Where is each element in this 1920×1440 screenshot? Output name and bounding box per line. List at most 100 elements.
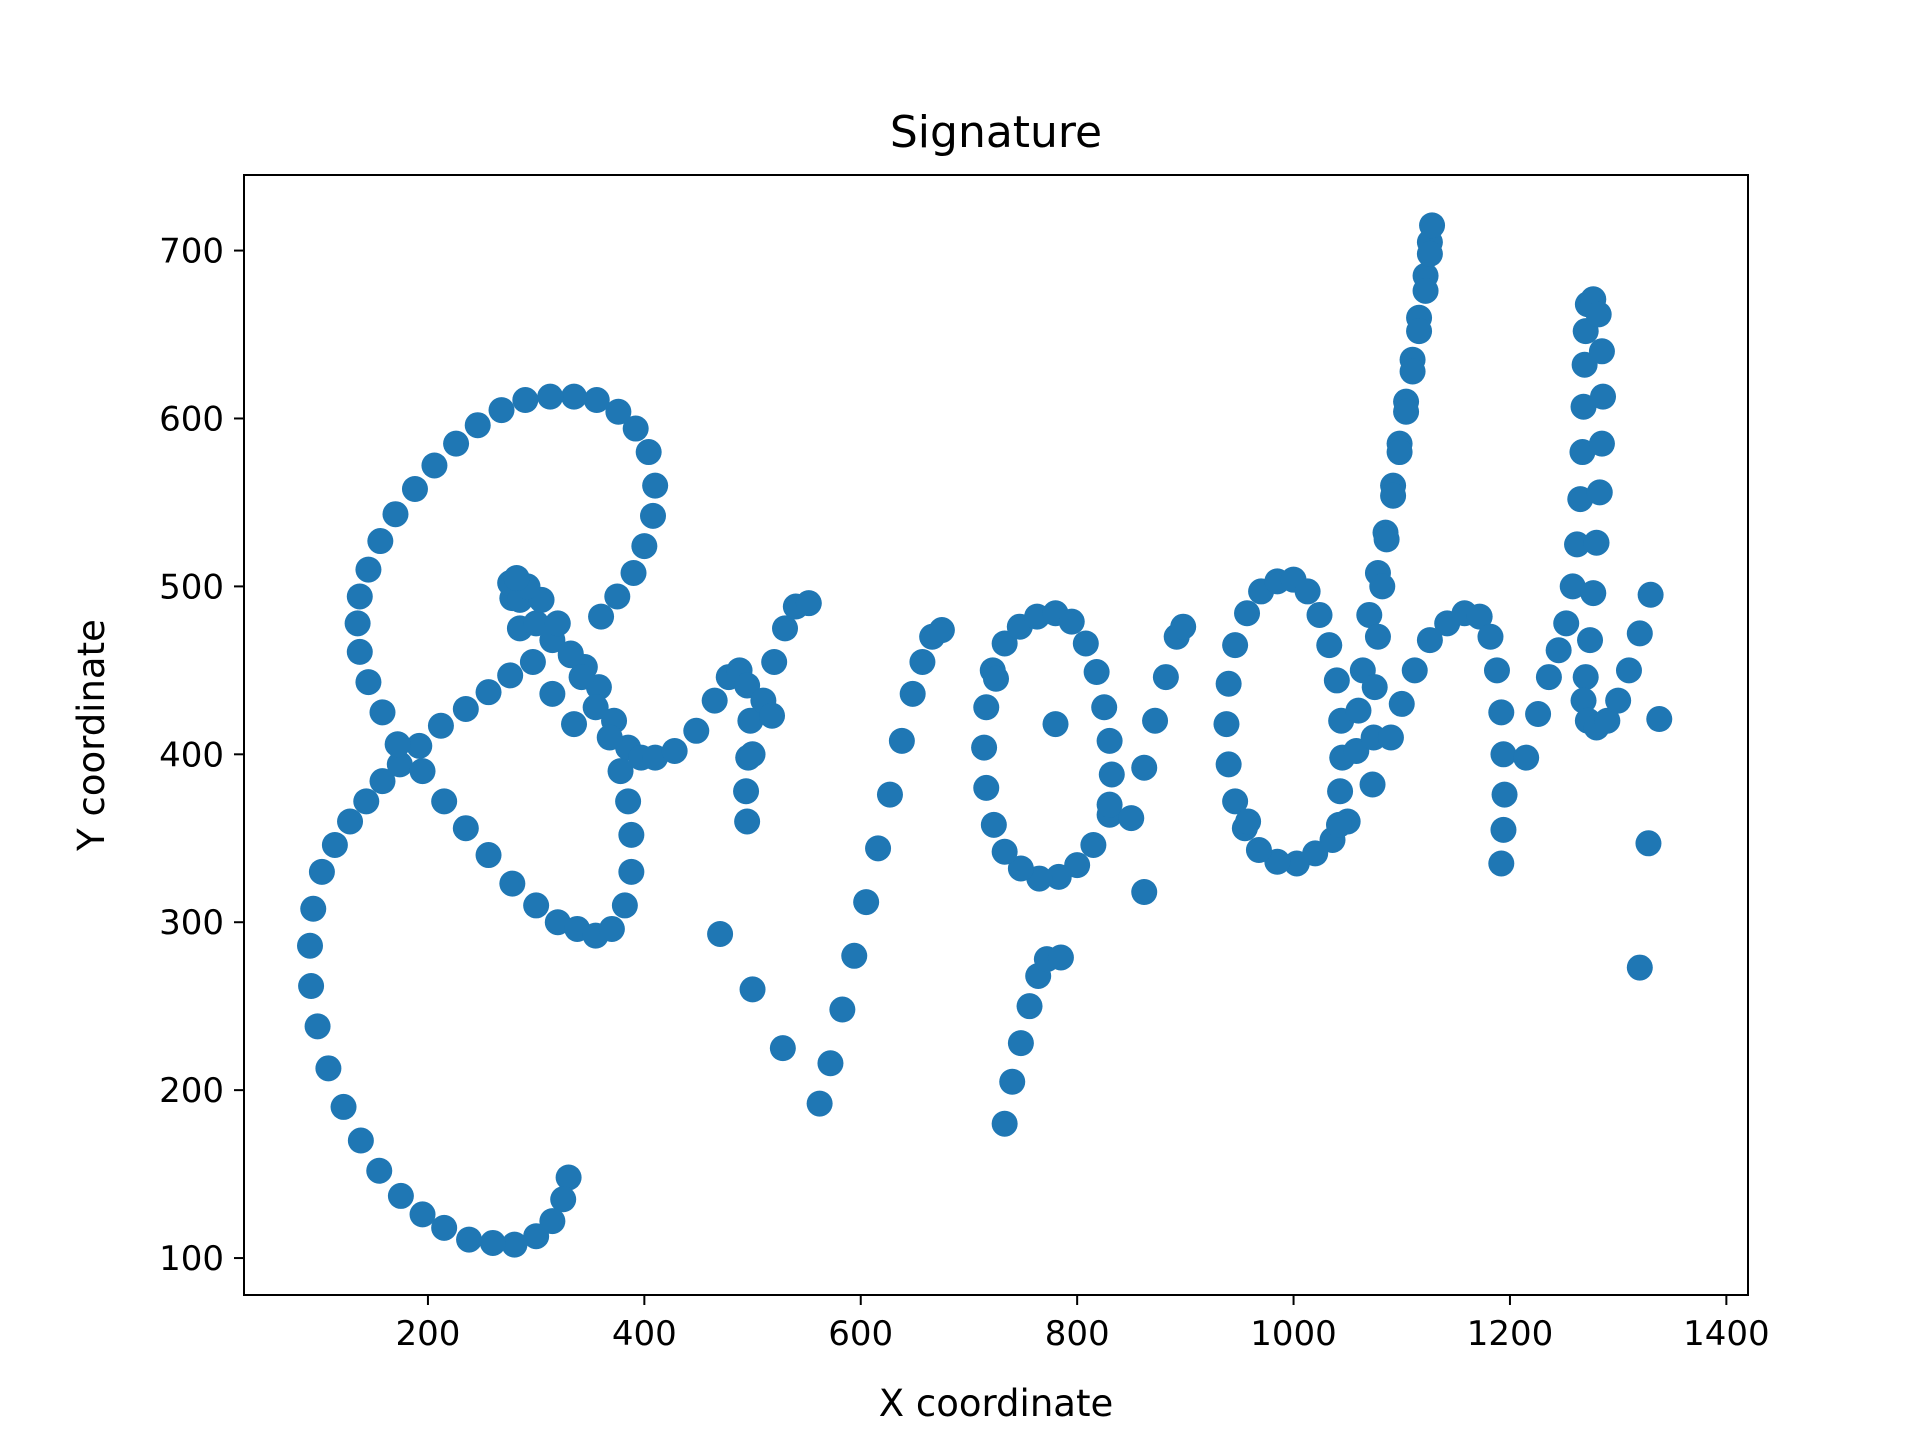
data-point	[1570, 393, 1597, 420]
data-point	[519, 648, 546, 675]
data-point	[1373, 526, 1400, 553]
data-point	[1491, 781, 1518, 808]
data-point	[1096, 727, 1123, 754]
data-point	[1401, 657, 1428, 684]
x-tick-label: 400	[612, 1314, 677, 1354]
data-point	[611, 892, 638, 919]
data-point	[346, 638, 373, 665]
data-point	[583, 387, 610, 414]
data-point	[497, 662, 524, 689]
data-point	[622, 415, 649, 442]
data-point	[1588, 338, 1615, 365]
data-point	[347, 1127, 374, 1154]
data-point	[635, 439, 662, 466]
data-point	[1098, 761, 1125, 788]
data-point	[615, 788, 642, 815]
data-point	[1327, 778, 1354, 805]
data-point	[1359, 771, 1386, 798]
data-point	[1222, 632, 1249, 659]
data-point	[337, 808, 364, 835]
data-point	[1545, 637, 1572, 664]
data-point	[1580, 580, 1607, 607]
y-tick-label: 200	[159, 1071, 224, 1111]
data-point	[1356, 601, 1383, 628]
data-point	[1245, 837, 1272, 864]
data-point	[1635, 830, 1662, 857]
data-point	[555, 1164, 582, 1191]
data-point	[557, 640, 584, 667]
data-point	[642, 472, 669, 499]
data-point	[512, 387, 539, 414]
data-point	[1234, 600, 1261, 627]
data-point	[406, 732, 433, 759]
data-point	[1570, 687, 1597, 714]
data-point	[683, 717, 710, 744]
data-point	[1294, 578, 1321, 605]
x-tick-label: 1000	[1250, 1314, 1337, 1354]
data-point	[991, 630, 1018, 657]
data-point	[475, 679, 502, 706]
data-point	[661, 737, 688, 764]
data-point	[1525, 701, 1552, 728]
data-point	[1585, 301, 1612, 328]
data-point	[475, 842, 502, 869]
data-point	[1386, 439, 1413, 466]
data-point	[355, 669, 382, 696]
data-point	[1477, 623, 1504, 650]
data-point	[1377, 724, 1404, 751]
data-point	[604, 583, 631, 610]
data-point	[618, 821, 645, 848]
x-tick-label: 1400	[1683, 1314, 1770, 1354]
data-point	[1388, 690, 1415, 717]
data-point	[1605, 687, 1632, 714]
y-tick-label: 700	[159, 232, 224, 272]
data-point	[523, 892, 550, 919]
data-point	[1483, 657, 1510, 684]
data-point	[1131, 879, 1158, 906]
x-tick-label: 800	[1045, 1314, 1110, 1354]
data-point	[909, 648, 936, 675]
data-point	[427, 712, 454, 739]
data-point	[344, 610, 371, 637]
data-point	[561, 711, 588, 738]
data-point	[707, 920, 734, 947]
data-point	[523, 1223, 550, 1250]
data-point	[620, 559, 647, 586]
data-point	[739, 976, 766, 1003]
data-point	[596, 724, 623, 751]
data-point	[1646, 706, 1673, 733]
data-point	[1577, 627, 1604, 654]
data-point	[1152, 664, 1179, 691]
data-point	[991, 1110, 1018, 1137]
x-tick-label: 200	[395, 1314, 460, 1354]
data-point	[1586, 479, 1613, 506]
data-point	[1626, 620, 1653, 647]
data-point	[1590, 383, 1617, 410]
chart-title: Signature	[890, 107, 1102, 158]
data-point	[1419, 212, 1446, 239]
data-point	[315, 1055, 342, 1082]
data-point	[1072, 630, 1099, 657]
data-point	[737, 707, 764, 734]
data-point	[386, 751, 413, 778]
data-point	[544, 610, 571, 637]
data-point	[973, 774, 1000, 801]
data-point	[1283, 850, 1310, 877]
data-point	[298, 973, 325, 1000]
data-point	[1490, 741, 1517, 768]
x-axis-label: X coordinate	[879, 1382, 1113, 1425]
data-point	[1345, 697, 1372, 724]
data-point	[452, 815, 479, 842]
data-point	[501, 1231, 528, 1258]
data-point	[888, 727, 915, 754]
data-point	[1091, 694, 1118, 721]
data-point	[1042, 711, 1069, 738]
data-point	[1513, 744, 1540, 771]
data-point	[499, 870, 526, 897]
data-point	[353, 788, 380, 815]
data-point	[1488, 699, 1515, 726]
data-point	[1235, 808, 1262, 835]
data-point	[409, 758, 436, 785]
data-point	[1490, 816, 1517, 843]
data-points	[297, 212, 1673, 1258]
